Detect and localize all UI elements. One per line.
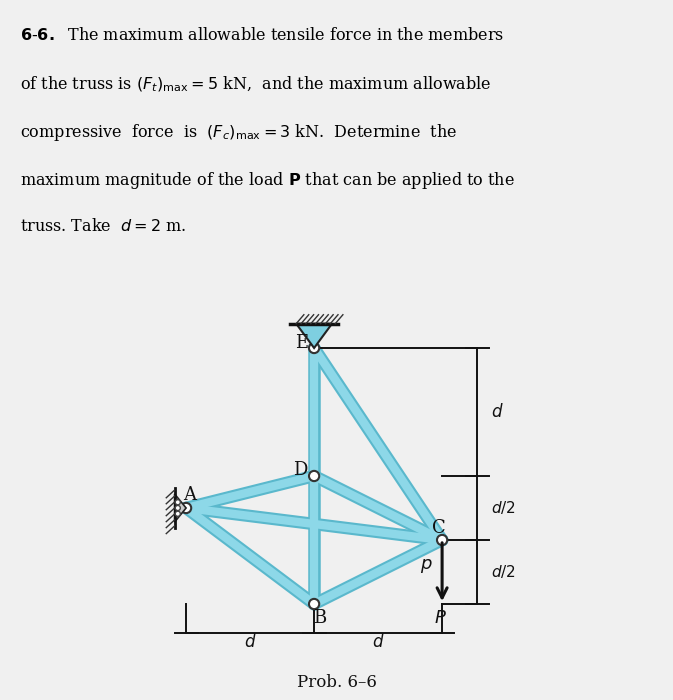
Text: maximum magnitude of the load $\mathbf{P}$ that can be applied to the: maximum magnitude of the load $\mathbf{P…	[20, 170, 515, 191]
Text: $d$: $d$	[491, 403, 504, 421]
Circle shape	[175, 511, 180, 517]
Circle shape	[309, 599, 319, 609]
Text: A: A	[183, 486, 196, 504]
Text: $d$: $d$	[244, 633, 256, 651]
Circle shape	[309, 471, 319, 481]
Text: Prob. 6–6: Prob. 6–6	[297, 674, 376, 691]
Text: $d$: $d$	[371, 633, 384, 651]
Text: $P$: $P$	[434, 609, 448, 627]
Text: $d/2$: $d/2$	[491, 564, 516, 580]
Text: B: B	[312, 609, 326, 627]
Polygon shape	[174, 494, 186, 522]
Polygon shape	[296, 323, 332, 348]
Text: $\mathbf{6\text{-}6.}$  The maximum allowable tensile force in the members: $\mathbf{6\text{-}6.}$ The maximum allow…	[20, 27, 504, 43]
Circle shape	[175, 505, 180, 510]
Text: C: C	[432, 519, 446, 538]
Text: compressive  force  is  $(F_c)_{\mathrm{max}} = 3$ kN.  Determine  the: compressive force is $(F_c)_{\mathrm{max…	[20, 122, 457, 144]
Circle shape	[181, 503, 191, 513]
Text: E: E	[295, 334, 308, 352]
Text: $d/2$: $d/2$	[491, 500, 516, 517]
Text: $p$: $p$	[420, 556, 433, 575]
Circle shape	[309, 343, 319, 353]
Circle shape	[175, 500, 180, 505]
Circle shape	[437, 535, 448, 545]
Text: of the truss is $(F_t)_{\mathrm{max}} = 5$ kN,  and the maximum allowable: of the truss is $(F_t)_{\mathrm{max}} = …	[20, 74, 491, 94]
Text: truss. Take  $d = 2$ m.: truss. Take $d = 2$ m.	[20, 218, 186, 235]
Text: D: D	[293, 461, 307, 479]
